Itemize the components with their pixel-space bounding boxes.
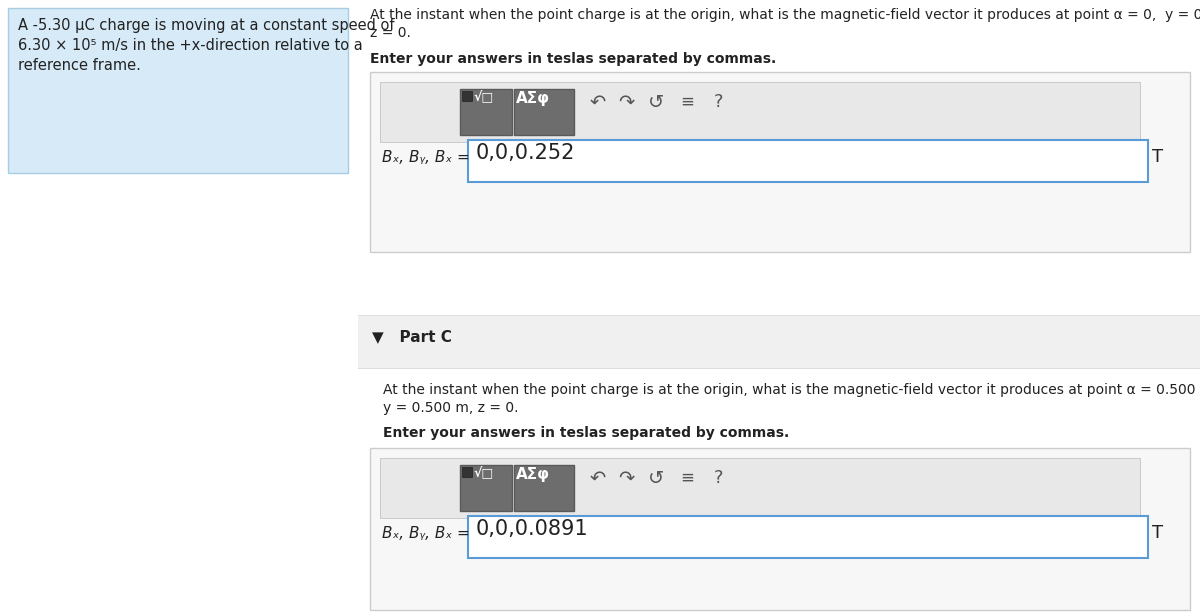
Bar xyxy=(380,82,1140,142)
Bar xyxy=(370,72,1190,252)
Bar xyxy=(514,89,574,135)
Text: ↶: ↶ xyxy=(590,93,606,112)
Text: AΣφ: AΣφ xyxy=(516,91,550,106)
Text: A -5.30 μC charge is moving at a constant speed of: A -5.30 μC charge is moving at a constan… xyxy=(18,18,395,33)
Text: y = 0.500 m, z = 0.: y = 0.500 m, z = 0. xyxy=(383,401,518,415)
Text: Bₓ, Bᵧ, Bₓ =: Bₓ, Bᵧ, Bₓ = xyxy=(382,150,469,165)
Bar xyxy=(462,467,472,477)
Bar xyxy=(460,465,512,511)
Bar xyxy=(460,89,512,135)
Text: ↶: ↶ xyxy=(590,469,606,488)
Text: 6.30 × 10⁵ m/s in the +x-direction relative to a: 6.30 × 10⁵ m/s in the +x-direction relat… xyxy=(18,38,362,53)
Bar xyxy=(370,448,1190,610)
Bar xyxy=(358,315,1200,316)
Text: z = 0.: z = 0. xyxy=(370,26,410,40)
Text: 0,0,0.0891: 0,0,0.0891 xyxy=(476,519,589,539)
Text: Bₓ, Bᵧ, Bₓ =: Bₓ, Bᵧ, Bₓ = xyxy=(382,526,469,541)
Text: ↷: ↷ xyxy=(618,469,635,488)
Bar xyxy=(468,516,1148,558)
Text: T: T xyxy=(1152,148,1164,166)
Bar xyxy=(8,8,348,173)
Bar xyxy=(358,316,1200,368)
Bar xyxy=(514,465,574,511)
Text: ?: ? xyxy=(714,469,724,487)
Text: Enter your answers in teslas separated by commas.: Enter your answers in teslas separated b… xyxy=(370,52,776,66)
Text: ≡: ≡ xyxy=(680,469,694,487)
Text: At the instant when the point charge is at the origin, what is the magnetic-fiel: At the instant when the point charge is … xyxy=(383,383,1200,397)
Bar xyxy=(358,368,1200,369)
Bar xyxy=(380,458,1140,518)
Text: ↺: ↺ xyxy=(648,93,665,112)
Text: ▼   Part C: ▼ Part C xyxy=(372,329,452,344)
Bar xyxy=(462,91,472,101)
Text: ?: ? xyxy=(714,93,724,111)
Text: ≡: ≡ xyxy=(680,93,694,111)
Text: Enter your answers in teslas separated by commas.: Enter your answers in teslas separated b… xyxy=(383,426,790,440)
Bar xyxy=(468,140,1148,182)
Text: At the instant when the point charge is at the origin, what is the magnetic-fiel: At the instant when the point charge is … xyxy=(370,8,1200,22)
Text: √□: √□ xyxy=(474,91,494,104)
Text: 0,0,0.252: 0,0,0.252 xyxy=(476,143,575,163)
Text: ↺: ↺ xyxy=(648,469,665,488)
Text: ↷: ↷ xyxy=(618,93,635,112)
Text: reference frame.: reference frame. xyxy=(18,58,140,73)
Text: √□: √□ xyxy=(474,467,494,480)
Text: T: T xyxy=(1152,524,1164,542)
Text: AΣφ: AΣφ xyxy=(516,467,550,482)
